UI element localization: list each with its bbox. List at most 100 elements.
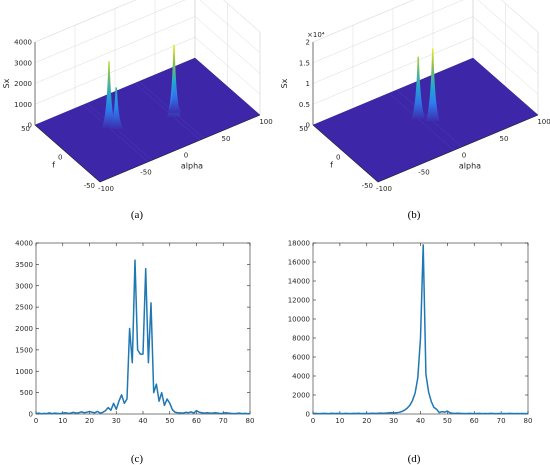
b-surface-peak bbox=[411, 56, 426, 119]
c-plot-area bbox=[35, 242, 251, 415]
b-f-axis bbox=[312, 124, 379, 183]
d-xtick-label: 20 bbox=[362, 417, 371, 425]
b-ztick-label: 1.5 bbox=[299, 59, 310, 67]
line-plot-d: 0 10 20 30 40 50 60 70 80 0 2000 4000 6000 8000 10000 1… bbox=[288, 240, 533, 426]
a-surface-peak bbox=[166, 44, 182, 118]
c-xtick-label: 10 bbox=[58, 417, 67, 425]
c-ytick-label: 1500 bbox=[15, 346, 33, 354]
c-ytick-label: 3500 bbox=[15, 261, 33, 269]
c-ytick-label: 1000 bbox=[15, 368, 33, 376]
b-zlabel: Sx bbox=[280, 78, 289, 88]
a-surface-ridge bbox=[134, 82, 201, 141]
b-alphatick-label: -50 bbox=[418, 168, 429, 176]
b-z-gridline bbox=[312, 0, 539, 63]
b-flabel: f bbox=[330, 161, 333, 170]
b-ztick-label: 0 bbox=[306, 122, 310, 130]
a-ztick-label: 0 bbox=[28, 122, 32, 130]
d-ytick-label: 0 bbox=[306, 411, 310, 419]
c-xtick-label: 50 bbox=[165, 417, 174, 425]
a-ztick-label: 1000 bbox=[14, 101, 32, 109]
c-ytick-label: 500 bbox=[20, 389, 33, 397]
d-xtick-label: 60 bbox=[470, 417, 479, 425]
d-xtick-label: 50 bbox=[443, 417, 452, 425]
d-ytick-label: 12000 bbox=[288, 297, 310, 305]
b-ftick-label: -50 bbox=[362, 182, 373, 190]
a-alphatick-label: 50 bbox=[222, 135, 231, 143]
line-plot-c: 0 10 20 30 40 50 60 70 80 0 500 1000 1500 2000 2500 300… bbox=[15, 240, 254, 426]
a-ztick-label: 3000 bbox=[14, 59, 32, 67]
b-alphatick-label: 50 bbox=[500, 135, 509, 143]
a-alphatick-label: -100 bbox=[98, 185, 114, 193]
c-ytick-label: 0 bbox=[29, 411, 33, 419]
b-alpha-axis bbox=[377, 114, 539, 183]
a-ztick-label: 4000 bbox=[14, 39, 32, 47]
a-zlabel: Sx bbox=[2, 78, 11, 88]
a-alphalabel: alpha bbox=[181, 162, 203, 171]
a-ftick-label: 0 bbox=[58, 154, 62, 162]
d-ytick-label: 6000 bbox=[292, 354, 310, 362]
caption-b: (b) bbox=[408, 209, 421, 221]
d-xtick-label: 80 bbox=[524, 417, 533, 425]
a-surface-peak bbox=[109, 87, 124, 129]
d-ytick-label: 16000 bbox=[288, 259, 310, 267]
b-zexponent: ×10⁴ bbox=[307, 31, 325, 39]
c-xtick-label: 20 bbox=[85, 417, 94, 425]
caption-a: (a) bbox=[131, 209, 144, 221]
a-alpha-axis bbox=[99, 114, 261, 183]
c-ytick-label: 2500 bbox=[15, 304, 33, 312]
d-xtick-label: 70 bbox=[497, 417, 506, 425]
d-xtick-label: 40 bbox=[416, 417, 425, 425]
d-ytick-label: 10000 bbox=[288, 316, 310, 324]
b-alphalabel: alpha bbox=[459, 162, 481, 171]
c-ytick-label: 4000 bbox=[15, 240, 33, 248]
a-ftick-label: -50 bbox=[84, 182, 95, 190]
c-xtick-label: 0 bbox=[34, 417, 38, 425]
c-ytick-label: 3000 bbox=[15, 282, 33, 290]
d-ytick-label: 14000 bbox=[288, 278, 310, 286]
d-ytick-label: 18000 bbox=[288, 240, 310, 248]
surface-plot-a: 01000200030004000-100-50050100-50050Sxal… bbox=[2, 0, 273, 193]
b-ftick-label: 0 bbox=[336, 154, 340, 162]
a-ztick-label: 2000 bbox=[14, 80, 32, 88]
a-alphatick-label: 0 bbox=[184, 152, 188, 160]
d-xtick-label: 10 bbox=[335, 417, 344, 425]
d-ytick-label: 2000 bbox=[292, 392, 310, 400]
d-xtick-label: 30 bbox=[389, 417, 398, 425]
caption-c: (c) bbox=[131, 453, 144, 465]
b-surface-peak bbox=[425, 48, 440, 122]
b-alphatick-label: 100 bbox=[537, 118, 550, 126]
b-ztick-label: 0.5 bbox=[299, 101, 310, 109]
a-flabel: f bbox=[52, 161, 55, 170]
a-surface-ridge bbox=[86, 103, 153, 161]
b-ztick-label: 2 bbox=[306, 39, 310, 47]
b-ztick-label: 1 bbox=[306, 80, 310, 88]
b-ftick-label: 50 bbox=[299, 125, 308, 133]
a-surface-ridge bbox=[82, 104, 149, 163]
a-f-axis bbox=[34, 124, 101, 183]
d-ytick-label: 8000 bbox=[292, 335, 310, 343]
c-ytick-label: 2000 bbox=[15, 325, 33, 333]
d-ytick-label: 4000 bbox=[292, 373, 310, 381]
c-xtick-label: 70 bbox=[219, 417, 228, 425]
b-surface-ridge bbox=[388, 92, 455, 151]
a-z-gridline bbox=[34, 0, 261, 43]
caption-d: (d) bbox=[408, 453, 421, 465]
b-z-gridline bbox=[312, 0, 539, 43]
a-z-gridline bbox=[34, 0, 261, 63]
a-surface-peak bbox=[167, 81, 182, 113]
c-xtick-label: 80 bbox=[246, 417, 255, 425]
c-xtick-label: 30 bbox=[112, 417, 121, 425]
a-ftick-label: 50 bbox=[21, 125, 30, 133]
a-alphatick-label: -50 bbox=[140, 168, 151, 176]
d-xtick-label: 0 bbox=[311, 417, 315, 425]
b-alphatick-label: 0 bbox=[462, 152, 466, 160]
c-series-line bbox=[35, 259, 250, 415]
a-alphatick-label: 100 bbox=[259, 118, 272, 126]
d-series-line bbox=[312, 244, 529, 415]
c-xtick-label: 40 bbox=[139, 417, 148, 425]
c-xtick-label: 60 bbox=[192, 417, 201, 425]
a-surface-peak bbox=[101, 61, 117, 128]
b-alphatick-label: -100 bbox=[376, 185, 392, 193]
